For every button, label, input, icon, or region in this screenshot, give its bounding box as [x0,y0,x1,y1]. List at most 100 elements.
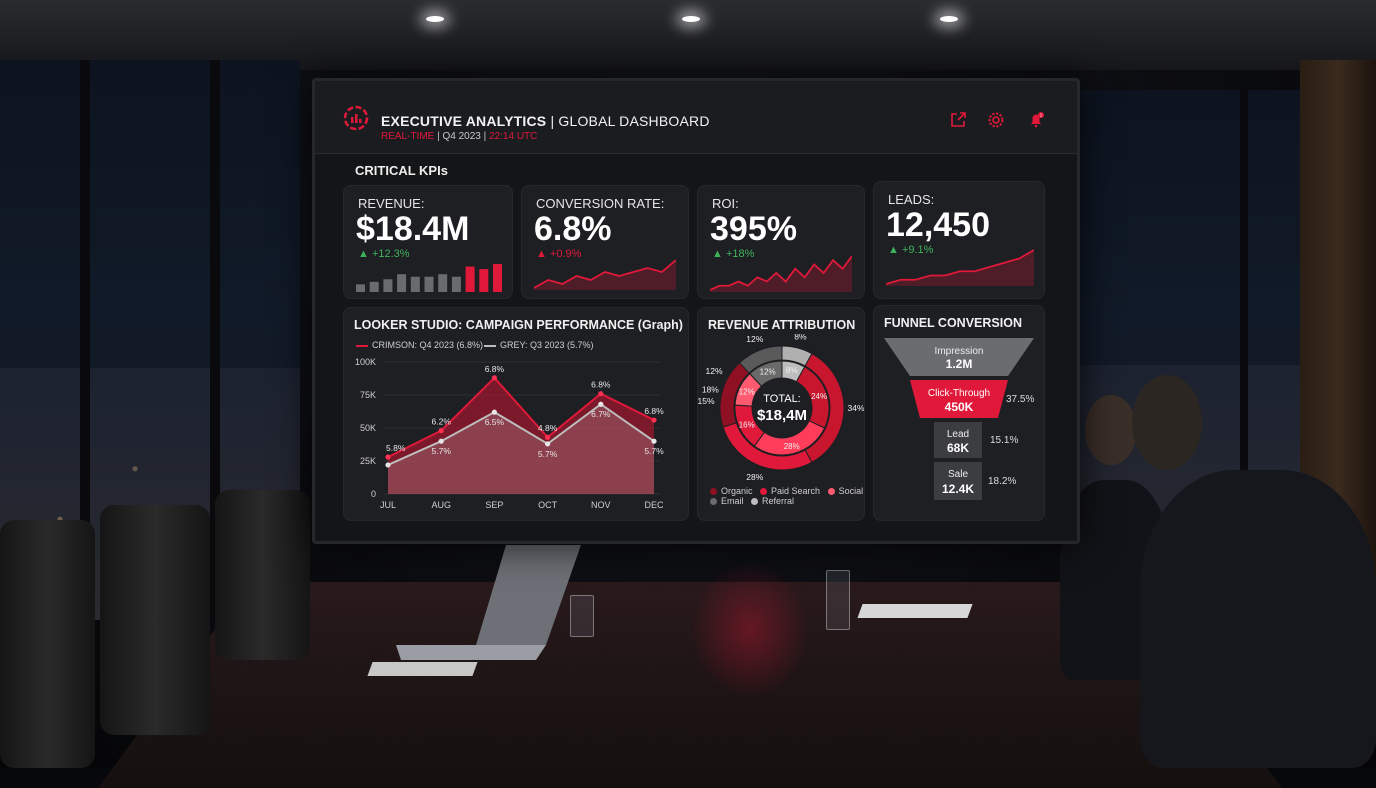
kpi-card-leads[interactable]: LEADS: 12,450 ▲ +9.1% [873,181,1045,299]
ceiling-light [426,16,444,22]
data-label: 6.8% [485,364,505,374]
roi-sparkline [710,252,852,292]
kpi-label: REVENUE: [358,196,424,211]
kpi-card-roi[interactable]: ROI: 395% ▲ +18% [697,185,865,299]
sparkline-bar [438,274,447,292]
donut-total-value: $18,4M [757,407,807,424]
y-tick-label: 50K [360,423,376,433]
person-head [1132,375,1202,470]
chair [100,505,210,735]
data-point [651,417,656,422]
sparkline-bar [370,282,379,292]
slice-label: 12% [746,334,763,344]
revenue-sparkline [356,264,502,292]
kpi-delta: ▲ +12.3% [358,248,410,260]
ceiling-light [940,16,958,22]
funnel-stage-value: 450K [945,400,974,414]
slice-label: 18% [702,385,719,395]
campaign-performance-card[interactable]: LOOKER STUDIO: CAMPAIGN PERFORMANCE (Gra… [343,307,689,521]
data-label: 5.7% [432,446,452,456]
analytics-logo-icon [343,105,369,131]
data-point [651,439,656,444]
data-point [439,439,444,444]
data-label: 6.5% [485,417,505,427]
data-label: 5.7% [644,446,664,456]
data-point [598,402,603,407]
funnel-rate: 37.5% [1006,394,1034,405]
kpi-value: 395% [710,210,797,249]
x-tick-label: OCT [538,500,558,510]
sparkline-bar [479,269,488,292]
slice-label: 12% [705,366,722,376]
data-point [492,375,497,380]
paper-document [367,662,477,676]
x-tick-label: NOV [591,500,611,510]
sparkline-bar [425,277,434,292]
legend-item-paid-search: Paid Search [760,486,820,496]
x-tick-label: SEP [485,500,503,510]
data-label: 4.8% [538,423,558,433]
slice-label: 16% [739,421,755,430]
attribution-legend: Organic Paid Search Social Email Referra… [710,486,863,506]
dashboard-screen: EXECUTIVE ANALYTICS | GLOBAL DASHBOARD R… [312,78,1080,544]
slice-label: 24% [811,392,827,401]
chair [215,490,310,660]
data-point [545,441,550,446]
slice-label: 15% [698,396,715,406]
campaign-title: LOOKER STUDIO: CAMPAIGN PERFORMANCE (Gra… [354,318,683,332]
water-glass [570,595,594,637]
slice-label: 12% [739,387,755,396]
funnel-stage-value: 12.4K [942,482,974,496]
data-point [598,391,603,396]
data-label: 6.8% [644,406,664,416]
ceiling-light [682,16,700,22]
sparkline-bar [411,277,420,292]
external-link-icon[interactable] [949,111,967,129]
data-label: 5.8% [386,443,406,453]
x-tick-label: DEC [644,500,664,510]
y-tick-label: 25K [360,456,376,466]
data-label: 5.7% [538,449,558,459]
kpi-card-revenue[interactable]: REVENUE: $18.4M ▲ +12.3% [343,185,513,299]
sparkline-bar [356,284,365,292]
kpi-value: 12,450 [886,206,990,245]
kpi-card-conversion[interactable]: CONVERSION RATE: 6.8% ▲ +0.9% [521,185,689,299]
table-reflection [690,560,810,700]
donut-total-label: TOTAL: [763,393,801,405]
funnel-stage-name: Impression [935,346,984,357]
sparkline-bar [397,274,406,292]
funnel-chart: Impression 1.2M Click-Through 450K Lead … [874,336,1044,520]
sparkline-area [710,256,852,292]
person-head [1085,395,1137,465]
y-tick-label: 0 [371,489,376,499]
funnel-rate: 15.1% [990,435,1018,446]
attribution-donut-chart: 8%34%28%18%12%8%24%28%16%12%12%12%15% TOT… [698,334,864,484]
kpi-label: LEADS: [888,192,934,207]
funnel-conversion-card[interactable]: FUNNEL CONVERSION Impression 1.2M Click-… [873,305,1045,521]
y-tick-label: 100K [355,357,376,367]
funnel-title: FUNNEL CONVERSION [884,316,1022,330]
slice-label: 8% [786,366,798,375]
funnel-stage-value: 1.2M [946,357,973,371]
kpi-label: CONVERSION RATE: [536,196,664,211]
funnel-stage-name: Sale [948,469,968,480]
dashboard-title: EXECUTIVE ANALYTICS | GLOBAL DASHBOARD [381,113,710,129]
funnel-stage-name: Lead [947,429,969,440]
data-point [385,462,390,467]
legend-item-social: Social [828,486,864,496]
y-tick-label: 75K [360,390,376,400]
revenue-attribution-card[interactable]: REVENUE ATTRIBUTION 8% 34% 28% 18% 12% 8% 24% 2… [697,307,865,521]
laptop [396,545,581,660]
gear-icon[interactable] [987,111,1005,129]
funnel-rate: 18.2% [988,476,1016,487]
data-point [439,428,444,433]
kpi-label: ROI: [712,196,739,211]
sparkline-area [534,260,676,290]
slice-label: 12% [760,368,776,377]
data-point [545,435,550,440]
bell-icon[interactable]: 1 [1027,111,1045,129]
dashboard-subtitle: REAL-TIME | Q4 2023 | 22:14 UTC [381,131,537,142]
data-label: 6.2% [432,417,452,427]
sparkline-bar [452,277,461,292]
dashboard-header: EXECUTIVE ANALYTICS | GLOBAL DASHBOARD R… [315,81,1077,154]
